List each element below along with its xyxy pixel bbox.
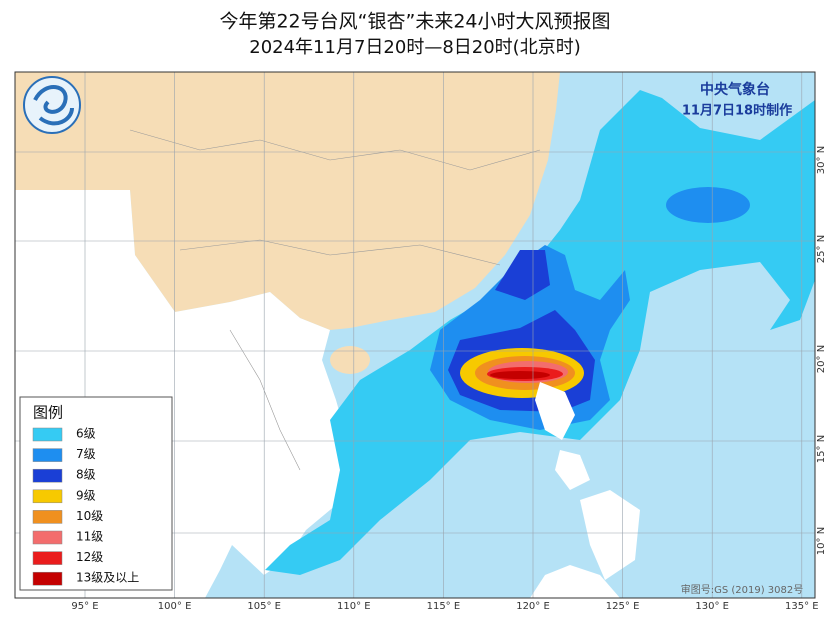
legend-label: 8级 <box>76 468 96 482</box>
latitude-label: 25° N <box>816 235 827 263</box>
legend-label: 6级 <box>76 427 96 441</box>
hainan <box>330 346 370 374</box>
latitude-label: 30° N <box>816 146 827 174</box>
legend-label: 9级 <box>76 488 96 502</box>
latitude-label: 15° N <box>816 435 827 463</box>
legend-swatch <box>32 489 63 504</box>
latitude-label: 20° N <box>816 345 827 373</box>
longitude-label: 95° E <box>71 601 98 612</box>
china-land <box>15 72 560 330</box>
legend-label: 10级 <box>76 509 103 523</box>
legend-label: 11级 <box>76 530 103 544</box>
legend-label: 7级 <box>76 447 96 461</box>
legend-swatch <box>32 468 63 483</box>
longitude-label: 110° E <box>337 601 371 612</box>
logo-swirl <box>33 85 74 126</box>
longitude-label: 115° E <box>427 601 461 612</box>
agency-name: 中央气象台 <box>700 81 770 98</box>
logo <box>23 76 81 134</box>
longitude-label: 135° E <box>785 601 819 612</box>
longitude-label: 100° E <box>158 601 192 612</box>
zone-7-north <box>666 187 750 223</box>
legend-swatch <box>32 448 63 462</box>
legend-label: 12级 <box>76 550 103 564</box>
issue-time: 11月7日18时制作 <box>682 103 792 119</box>
legend-title: 图例 <box>33 404 63 422</box>
latitude-label: 10° N <box>816 527 827 555</box>
zone-13 <box>490 371 550 379</box>
legend: 图例 6级 7级 8级 9级 10级 11级 12级 13级及以上 <box>19 396 173 591</box>
legend-swatch <box>32 530 63 545</box>
approval-number: 审图号:GS (2019) 3082号 <box>681 583 804 596</box>
luzon <box>535 382 575 440</box>
title: 今年第22号台风“银杏”未来24小时大风预报图 <box>219 11 610 33</box>
legend-swatch <box>32 571 63 586</box>
longitude-label: 130° E <box>695 601 729 612</box>
longitude-label: 125° E <box>606 601 640 612</box>
map-frame <box>14 71 816 599</box>
legend-label: 13级及以上 <box>76 571 139 585</box>
mindanao <box>580 490 640 580</box>
wind-zones <box>265 90 815 575</box>
longitude-label: 105° E <box>247 601 281 612</box>
borneo <box>530 565 620 598</box>
legend-swatch <box>32 510 63 524</box>
subtitle: 2024年11月7日20时—8日20时(北京时) <box>249 37 580 58</box>
longitude-label: 120° E <box>516 601 550 612</box>
legend-swatch <box>32 551 63 565</box>
borders <box>129 129 541 471</box>
visayas <box>555 450 590 490</box>
legend-swatch <box>32 427 63 442</box>
graticule <box>15 72 815 598</box>
